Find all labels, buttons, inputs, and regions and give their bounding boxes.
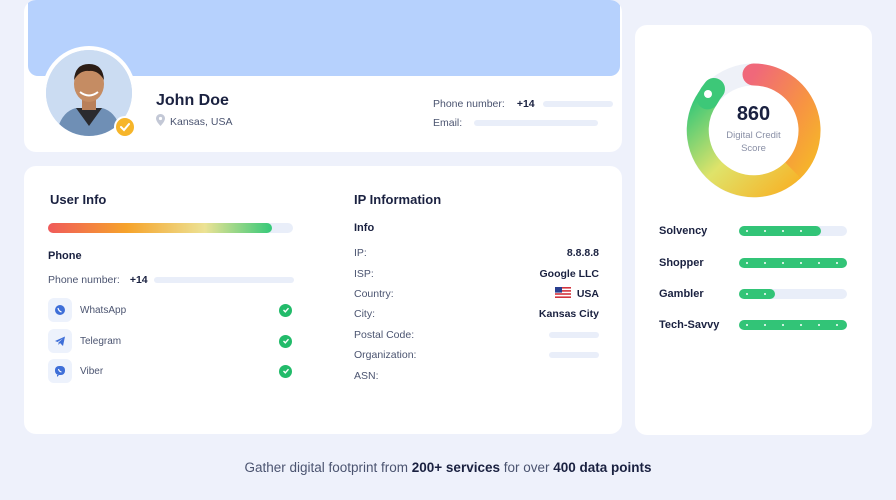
trait-dot [800, 230, 802, 232]
ip-row-label: Organization: [354, 349, 417, 361]
trait-label-shopper: Shopper [659, 257, 704, 269]
trait-dot [764, 230, 766, 232]
trait-bar-tech-savvy [739, 320, 847, 330]
ip-row-organization: Organization: [354, 348, 599, 362]
phone-number-row: Phone number: +14 [48, 274, 294, 286]
check-icon [279, 303, 292, 317]
country-value: USA [576, 288, 599, 300]
trait-dot [764, 262, 766, 264]
user-info-title: User Info [50, 192, 107, 207]
trait-bar-gambler [739, 289, 847, 299]
profile-email-label: Email: [433, 117, 463, 129]
trait-dot [746, 324, 748, 326]
trait-dot [782, 262, 784, 264]
messenger-row-whatsapp: WhatsApp [48, 298, 292, 322]
profile-card: John Doe Kansas, USA Phone number: +14 E… [24, 0, 622, 152]
footer-middle: for over [499, 460, 554, 475]
trait-dot [800, 262, 802, 264]
profile-banner [28, 0, 620, 76]
ip-row-postal-code: Postal Code: [354, 328, 599, 342]
trait-dot [818, 324, 820, 326]
phone-number-value: +14 [129, 274, 148, 286]
footer-prefix: Gather digital footprint from [244, 460, 412, 475]
profile-name: John Doe [156, 92, 229, 109]
ip-row-value: 8.8.8.8 [566, 247, 599, 259]
check-icon [279, 364, 292, 378]
trait-fill [739, 258, 847, 268]
footer-points: 400 data points [553, 460, 652, 475]
trait-dot [746, 230, 748, 232]
messenger-label: WhatsApp [80, 304, 127, 316]
messenger-label: Viber [80, 365, 104, 377]
ip-row-label: Country: [354, 288, 394, 300]
trait-dot [764, 293, 766, 295]
trait-label-gambler: Gambler [659, 288, 704, 300]
trait-dot [836, 262, 838, 264]
credit-score-value: 860 [736, 103, 771, 125]
profile-email-field: Email: [433, 117, 599, 129]
messenger-label: Telegram [80, 335, 122, 347]
ip-row-country-value: USA [554, 287, 599, 301]
ip-row-asn: ASN: [354, 369, 599, 383]
trait-bar-shopper [739, 258, 847, 268]
ip-row-label: ASN: [354, 370, 379, 382]
location-pin-icon [156, 114, 165, 129]
trait-label-tech-savvy: Tech-Savvy [659, 319, 720, 331]
score-card: 860 Digital Credit Score Solvency Shoppe… [635, 25, 872, 435]
telegram-icon [48, 329, 72, 353]
trait-fill [739, 226, 821, 236]
whatsapp-icon [48, 298, 72, 322]
profile-phone-value: +14 [516, 98, 535, 110]
viber-icon [48, 359, 72, 383]
ip-row-label: IP: [354, 247, 367, 259]
organization-placeholder [549, 352, 599, 358]
trait-dot [800, 324, 802, 326]
ip-info-title: IP Information [354, 192, 442, 207]
profile-location: Kansas, USA [156, 114, 232, 129]
phone-number-label: Phone number: [48, 274, 120, 286]
email-placeholder-bar [474, 120, 599, 126]
phone-number-placeholder [153, 277, 294, 283]
ip-row-ip: IP: 8.8.8.8 [354, 246, 599, 260]
trait-dot [818, 262, 820, 264]
footer-caption: Gather digital footprint from 200+ servi… [0, 460, 896, 475]
ip-row-country: Country: USA [354, 287, 599, 301]
trait-dot [782, 230, 784, 232]
ip-info-subtitle: Info [354, 222, 375, 234]
credit-score-gauge [686, 63, 821, 198]
trait-fill [739, 289, 775, 299]
ip-row-city: City: Kansas City [354, 307, 599, 321]
ip-row-isp: ISP: Google LLC [354, 267, 599, 281]
phone-placeholder-bar [542, 101, 613, 107]
ip-row-value: Google LLC [539, 268, 600, 280]
trait-dot [746, 293, 748, 295]
ip-row-label: ISP: [354, 268, 374, 280]
messenger-row-viber: Viber [48, 359, 292, 383]
profile-phone-field: Phone number: +14 [433, 98, 613, 110]
phone-title: Phone [48, 250, 82, 262]
check-icon [279, 334, 292, 348]
trait-dot [782, 324, 784, 326]
trait-dot [746, 262, 748, 264]
trait-fill [739, 320, 847, 330]
ip-row-label: City: [354, 308, 375, 320]
us-flag-icon [554, 287, 571, 301]
ip-row-value: Kansas City [538, 308, 599, 320]
info-card: User Info Phone Phone number: +14 WhatsA… [24, 166, 622, 434]
risk-gradient-bar [48, 223, 272, 233]
footer-services: 200+ services [411, 460, 500, 475]
location-text: Kansas, USA [170, 115, 233, 128]
credit-score-label: Digital Credit Score [726, 130, 781, 154]
profile-phone-label: Phone number: [433, 98, 505, 110]
trait-label-solvency: Solvency [659, 225, 708, 237]
verified-badge-icon [114, 116, 136, 138]
postal-code-placeholder [549, 332, 599, 338]
trait-dot [836, 324, 838, 326]
trait-bar-solvency [739, 226, 847, 236]
ip-row-label: Postal Code: [354, 329, 415, 341]
trait-dot [764, 324, 766, 326]
messenger-row-telegram: Telegram [48, 329, 292, 353]
